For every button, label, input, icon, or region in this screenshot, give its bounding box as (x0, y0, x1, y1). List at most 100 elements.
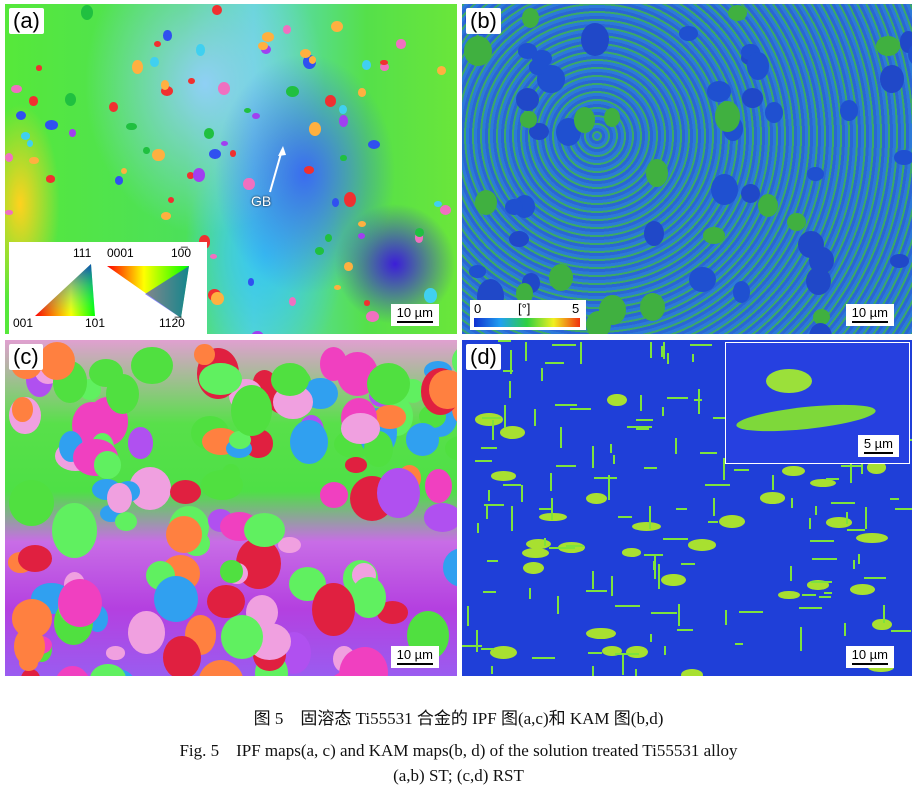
kam-boundary (734, 469, 749, 472)
kam-hotspot (782, 465, 805, 477)
grain (127, 427, 153, 459)
grain (163, 30, 172, 41)
kam-boundary (591, 666, 594, 676)
kam-boundary (639, 394, 642, 411)
grain (475, 190, 498, 215)
grain (414, 231, 424, 243)
kam-boundary (491, 419, 494, 440)
legend-10-10: 10̅0 (171, 246, 192, 260)
kam-hotspot (522, 561, 545, 575)
scale-label: 5 µm (863, 436, 893, 451)
grain (703, 227, 725, 244)
legend-101: 101 (85, 316, 106, 330)
grain (429, 370, 457, 409)
grain (406, 423, 440, 456)
grain (105, 646, 125, 660)
grain (212, 5, 222, 16)
kam-boundary (810, 539, 834, 542)
grain (28, 156, 39, 165)
kam-boundary (485, 504, 488, 520)
grain (142, 146, 150, 154)
kam-boundary (772, 475, 775, 491)
kam-boundary (480, 447, 498, 450)
colorbar-gradient (474, 318, 580, 327)
grain (52, 502, 98, 559)
kam-boundary (556, 465, 577, 468)
kam-hotspot (626, 645, 649, 659)
kam-boundary (566, 544, 584, 547)
kam-boundary (818, 596, 832, 599)
kam-boundary (559, 426, 562, 448)
grain-region (735, 399, 877, 437)
hex-triangle-icon (107, 266, 189, 318)
kam-hotspot (490, 471, 516, 481)
kam-boundary (724, 610, 727, 626)
grain (28, 96, 38, 106)
kam-boundary (650, 633, 653, 643)
colorbar-unit: [°] (518, 301, 531, 316)
grain (54, 665, 91, 676)
kam-boundary (713, 498, 716, 516)
scale-bar-a: 10 µm (390, 304, 439, 326)
kam-boundary (815, 505, 818, 515)
grain (742, 87, 764, 109)
grain (380, 62, 390, 71)
kam-boundary (895, 507, 912, 510)
grain (17, 544, 53, 572)
colorbar-max: 5 (572, 301, 580, 316)
grain (522, 8, 540, 28)
grain (18, 654, 38, 671)
kam-boundary (541, 367, 544, 381)
scale-label: 10 µm (396, 305, 433, 320)
kam-boundary (799, 626, 802, 651)
kam-hotspot (602, 646, 623, 657)
kam-boundary (490, 666, 493, 675)
grain (894, 149, 912, 166)
grain (261, 32, 275, 42)
kam-boundary (549, 546, 576, 549)
kam-boundary (651, 612, 677, 615)
kam-boundary (678, 604, 681, 626)
kam-boundary (811, 558, 837, 561)
grain (221, 140, 228, 146)
kam-boundary (658, 563, 660, 589)
kam-boundary (676, 628, 694, 631)
grain (45, 120, 58, 130)
grain (160, 80, 169, 90)
grain (167, 197, 174, 204)
grain (209, 253, 217, 259)
kam-boundary (586, 589, 608, 592)
grain (312, 582, 355, 637)
kam-boundary (525, 342, 527, 362)
kam-boundary (538, 508, 551, 511)
grain (706, 81, 731, 102)
grain (303, 166, 314, 174)
kam-boundary (487, 489, 490, 502)
kam-boundary (635, 669, 638, 676)
caption-chinese: 图 5 固溶态 Ti55531 合金的 IPF 图(a,c)和 KAM 图(b,… (253, 709, 664, 728)
kam-hotspot (607, 393, 627, 407)
kam-boundary (484, 504, 505, 507)
grain (528, 122, 550, 141)
grain (366, 311, 379, 322)
grain (160, 85, 173, 97)
kam-boundary (636, 419, 653, 422)
kam-hotspot (872, 618, 892, 631)
grain (357, 232, 366, 239)
grain (358, 220, 367, 227)
grain (338, 115, 349, 127)
kam-hotspot (825, 517, 853, 528)
grain (727, 5, 748, 22)
grain (733, 281, 751, 303)
kam-boundary (790, 497, 793, 508)
grain (229, 150, 236, 157)
kam-boundary (497, 340, 512, 343)
kam-hotspot (866, 461, 887, 474)
grain (114, 176, 123, 185)
grain (231, 384, 273, 436)
grain (805, 266, 832, 296)
grain (908, 41, 912, 67)
kam-boundary (509, 381, 512, 398)
legend-11-20: 112̅0 (159, 316, 185, 330)
grain (195, 43, 206, 56)
